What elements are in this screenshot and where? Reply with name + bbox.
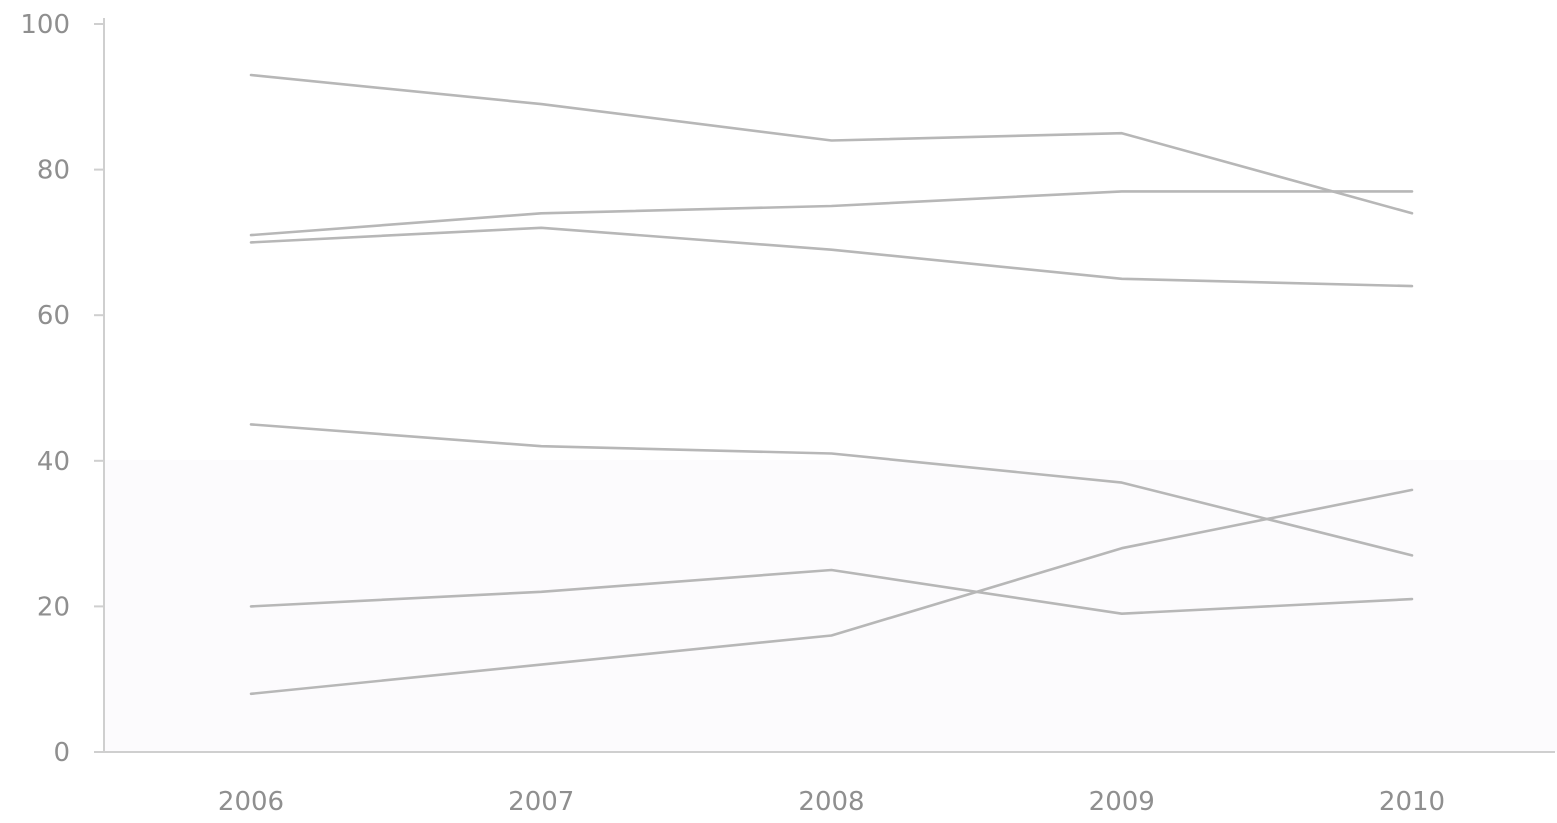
- series-line-4: [249, 423, 1414, 557]
- y-tick-label: 0: [53, 738, 70, 768]
- y-tick-label: 80: [37, 156, 70, 186]
- x-tick-label: 2008: [798, 787, 864, 817]
- series-line-1: [249, 73, 1414, 215]
- y-tick-label: 100: [20, 10, 70, 40]
- series-line-5: [249, 568, 1414, 616]
- series-line-6: [249, 488, 1414, 696]
- y-tick-label: 40: [37, 447, 70, 477]
- x-tick-label: 2010: [1379, 787, 1445, 817]
- series-line-3: [249, 226, 1414, 288]
- x-axis-ticks: 2006 2007 2008 2009 2010: [218, 787, 1445, 817]
- y-tick-label: 20: [37, 592, 70, 622]
- y-tick-label: 60: [37, 301, 70, 331]
- x-tick-label: 2009: [1089, 787, 1155, 817]
- series-line-2: [249, 190, 1414, 237]
- y-axis-ticks: 0 20 40 60 80 100: [20, 10, 104, 768]
- series-lines: [249, 73, 1414, 696]
- x-tick-label: 2006: [218, 787, 284, 817]
- x-tick-label: 2007: [508, 787, 574, 817]
